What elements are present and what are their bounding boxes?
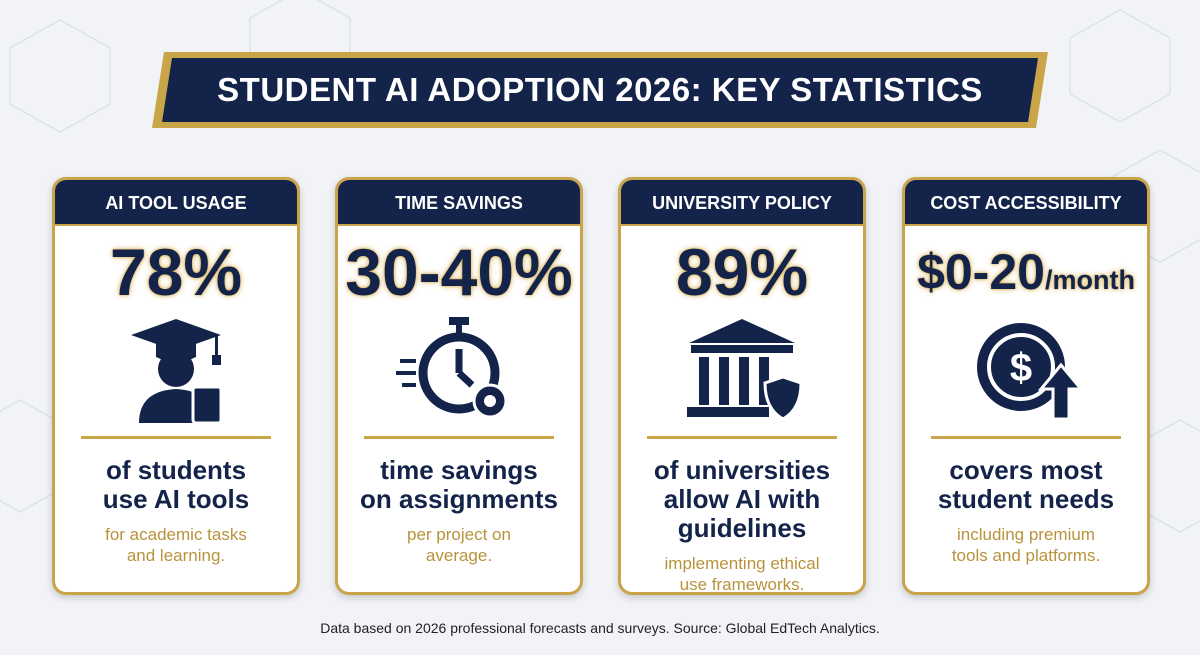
stat-value: 89%: [621, 232, 863, 312]
stat-number: 78%: [109, 235, 243, 309]
stat-value: $0-20/month: [905, 232, 1147, 320]
divider: [931, 436, 1121, 439]
stat-card: TIME SAVINGS 30-40% time savings on assignm…: [335, 177, 583, 595]
stat-number: $0-20: [917, 244, 1045, 300]
description-line: of universities: [653, 455, 831, 485]
description: of students use AI tools: [55, 456, 297, 514]
stat-card: UNIVERSITY POLICY 89% of universities allow…: [618, 177, 866, 595]
title-banner: [152, 52, 1048, 128]
card-header: AI TOOL USAGE: [55, 180, 297, 226]
icon: [677, 315, 807, 425]
description-line: student needs: [937, 484, 1115, 514]
icon: $: [961, 315, 1091, 425]
description: covers most student needs: [905, 456, 1147, 514]
stat-value: 30-40%: [338, 232, 580, 312]
description: time savings on assignments: [338, 456, 580, 514]
description-line: covers most: [949, 455, 1103, 485]
stat-suffix: /month: [1044, 265, 1135, 295]
description-line: allow AI with: [663, 484, 821, 514]
description-line: time savings: [380, 455, 538, 485]
description-line: on assignments: [360, 484, 558, 514]
stat-card: COST ACCESSIBILITY $0-20/month $ covers mos…: [902, 177, 1150, 595]
stat-number: 89%: [675, 235, 809, 309]
note-line: including premium: [957, 525, 1095, 544]
divider: [364, 436, 554, 439]
description-line: use AI tools: [102, 484, 250, 514]
stat-card: AI TOOL USAGE 78% of students use AI tools f…: [52, 177, 300, 595]
footer: Data based on 2026 professional forecast…: [320, 620, 880, 636]
note-line: and learning.: [126, 546, 226, 565]
stat-value: 78%: [55, 232, 297, 312]
note-line: tools and platforms.: [951, 546, 1101, 565]
note-line: use frameworks.: [679, 575, 805, 594]
note-line: for academic tasks: [105, 525, 247, 544]
icon: [394, 315, 524, 425]
svg-text:$: $: [1010, 346, 1032, 390]
note: implementing ethical use frameworks.: [621, 553, 863, 594]
note-line: average.: [425, 546, 493, 565]
icon: [111, 315, 241, 425]
description: of universities allow AI with guidelines: [621, 456, 863, 543]
note-line: implementing ethical: [664, 554, 820, 573]
card-header: TIME SAVINGS: [338, 180, 580, 226]
note: including premium tools and platforms.: [905, 524, 1147, 566]
note: per project on average.: [338, 524, 580, 566]
description-line: of students: [105, 455, 247, 485]
divider: [647, 436, 837, 439]
title: STUDENT AI ADOPTION 2026: KEY STATISTICS: [217, 71, 983, 108]
description-line: guidelines: [677, 513, 807, 543]
card-header: COST ACCESSIBILITY: [905, 180, 1147, 226]
stat-number: 30-40%: [345, 235, 573, 309]
note-line: per project on: [407, 525, 511, 544]
divider: [81, 436, 271, 439]
note: for academic tasks and learning.: [55, 524, 297, 566]
card-header: UNIVERSITY POLICY: [621, 180, 863, 226]
